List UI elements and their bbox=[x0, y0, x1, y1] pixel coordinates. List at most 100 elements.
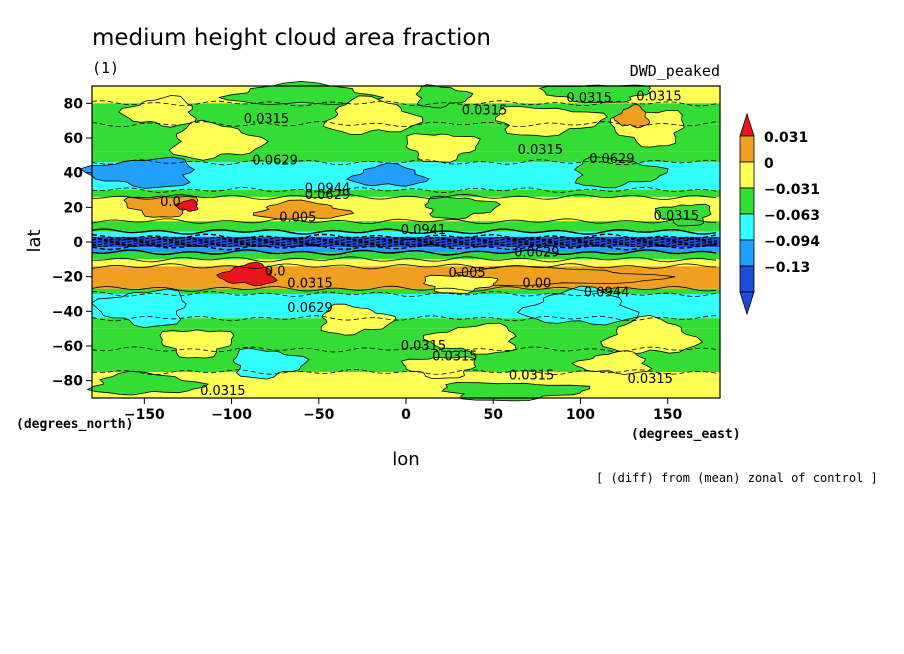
contour-label-12: 0.0315 bbox=[654, 209, 700, 224]
cloud-patch-5 bbox=[494, 105, 608, 137]
colorbar-arrow-bottom bbox=[739, 291, 755, 316]
colorbar-label-0: 0.031 bbox=[764, 130, 808, 146]
zonal-band-7 bbox=[92, 221, 720, 232]
contour-line-10 bbox=[91, 256, 717, 263]
cloud-patch-13 bbox=[123, 195, 199, 218]
x-tick-label-1: −100 bbox=[211, 407, 252, 423]
cloud-patch-25 bbox=[423, 322, 517, 355]
contour-label-23: 0.0315 bbox=[627, 372, 673, 387]
contour-label-11: 0.0941 bbox=[401, 223, 447, 238]
cloud-patch-26 bbox=[599, 314, 704, 355]
equatorial-contour-4 bbox=[91, 236, 718, 241]
contour-line-4 bbox=[92, 193, 717, 200]
y-tick-label-2: −40 bbox=[52, 304, 83, 320]
contour-line-0 bbox=[91, 100, 717, 107]
contour-line-16 bbox=[91, 368, 717, 376]
zonal-band-11 bbox=[92, 252, 720, 260]
colorbar-arrow-top bbox=[739, 112, 755, 137]
contour-label-3: 0.0315 bbox=[244, 112, 290, 127]
cloud-patch-7 bbox=[613, 103, 651, 129]
contour-label-21: 0.0315 bbox=[432, 349, 478, 364]
cloud-patch-21 bbox=[90, 288, 187, 329]
contour-label-14: 0.0 bbox=[265, 264, 286, 279]
x-tick-label-6: 150 bbox=[653, 407, 682, 423]
colorbar-label-5: −0.13 bbox=[764, 260, 810, 276]
contour-label-7: 0.0944 bbox=[305, 181, 351, 196]
zonal-band-10 bbox=[92, 247, 720, 253]
y-tick-label-3: −20 bbox=[52, 270, 83, 286]
colorbar-swatch-3 bbox=[739, 213, 755, 241]
y-tick-label-4: 0 bbox=[73, 235, 83, 251]
zonal-band-14 bbox=[92, 288, 720, 294]
colorbar-label-3: −0.063 bbox=[764, 208, 820, 224]
chart-subtitle-left: (1) bbox=[92, 59, 119, 77]
contour-line-6 bbox=[91, 228, 717, 235]
x-tick-label-2: −50 bbox=[303, 407, 334, 423]
cloud-patch-15 bbox=[252, 199, 355, 220]
zonal-band-16 bbox=[92, 318, 720, 329]
y-tick-label-8: 80 bbox=[64, 96, 84, 112]
contour-line-11 bbox=[91, 263, 717, 270]
cloud-patch-4 bbox=[322, 95, 424, 135]
chart-subtitle-right: DWD_peaked bbox=[630, 62, 720, 80]
contour-label-0: 0.0315 bbox=[566, 91, 612, 106]
x-tick-label-0: −150 bbox=[124, 407, 165, 423]
contour-line-7 bbox=[91, 233, 717, 240]
colorbar-swatch-2 bbox=[739, 187, 755, 215]
y-axis-label: lat bbox=[24, 229, 45, 252]
zonal-band-9 bbox=[92, 236, 720, 248]
y-axis-units: (degrees_north) bbox=[16, 417, 133, 432]
contour-label-19: 0.0629 bbox=[287, 301, 333, 316]
colorbar-label-2: −0.031 bbox=[764, 182, 820, 198]
colorbar-swatch-1 bbox=[739, 161, 755, 189]
contour-line-12 bbox=[91, 285, 717, 292]
zonal-band-8 bbox=[92, 231, 720, 237]
y-tick-label-0: −80 bbox=[52, 374, 83, 390]
contour-label-18: 0.0944 bbox=[584, 285, 630, 300]
cloud-patch-29 bbox=[571, 350, 653, 375]
equatorial-contour-0 bbox=[91, 243, 717, 248]
contour-label-22: 0.0315 bbox=[509, 368, 555, 383]
contour-label-16: 0.00 bbox=[522, 277, 551, 292]
contour-label-13: 0.0629 bbox=[514, 245, 560, 260]
contour-line-1 bbox=[91, 121, 717, 128]
contour-label-4: 0.0315 bbox=[518, 143, 564, 158]
contour-label-8: 0.0629 bbox=[305, 188, 351, 203]
x-tick-label-5: 100 bbox=[566, 407, 595, 423]
cloud-patch-9 bbox=[405, 133, 481, 163]
chart-note: [ (diff) from (mean) zonal of control ] bbox=[596, 471, 878, 485]
cloud-patch-24 bbox=[159, 329, 235, 359]
colorbar-swatch-4 bbox=[739, 239, 755, 267]
contour-lines bbox=[91, 100, 718, 376]
x-axis-units: (degrees_east) bbox=[631, 427, 741, 442]
contour-label-24: 0.0315 bbox=[200, 384, 246, 399]
contour-label-9: 0.0 bbox=[160, 195, 181, 210]
zonal-band-12 bbox=[92, 259, 720, 267]
contour-label-20: 0.0315 bbox=[401, 339, 447, 354]
contour-label-15: 0.005 bbox=[448, 266, 485, 281]
contour-field bbox=[79, 80, 720, 402]
cloud-patch-12 bbox=[573, 156, 669, 189]
y-axis: −80 −60 −40 −20 0 20 40 60 80 bbox=[52, 96, 92, 390]
x-axis-label: lon bbox=[392, 449, 419, 470]
contour-label-10: 0.005 bbox=[279, 211, 316, 226]
cloud-patch-10 bbox=[79, 156, 196, 189]
cloud-patch-8 bbox=[168, 119, 270, 161]
contour-line-8 bbox=[91, 243, 717, 251]
cloud-patch-28 bbox=[400, 356, 477, 379]
colorbar-swatch-5 bbox=[739, 265, 755, 293]
cloud-patch-11 bbox=[345, 162, 430, 187]
x-axis: −150 −100 −50 0 50 100 150 bbox=[124, 398, 683, 423]
cloud-patch-23 bbox=[320, 303, 397, 336]
contour-line-15 bbox=[91, 346, 717, 353]
zonal-band-5 bbox=[92, 190, 720, 197]
cloud-patch-14 bbox=[174, 199, 199, 212]
y-tick-label-5: 20 bbox=[64, 200, 84, 216]
equatorial-contour-2 bbox=[91, 240, 718, 244]
contour-label-2: 0.0315 bbox=[462, 103, 508, 118]
contour-label-17: 0.0315 bbox=[287, 277, 333, 292]
contour-label-6: 0.0629 bbox=[252, 154, 298, 169]
x-tick-label-4: 50 bbox=[483, 407, 503, 423]
zonal-band-17 bbox=[92, 328, 720, 350]
